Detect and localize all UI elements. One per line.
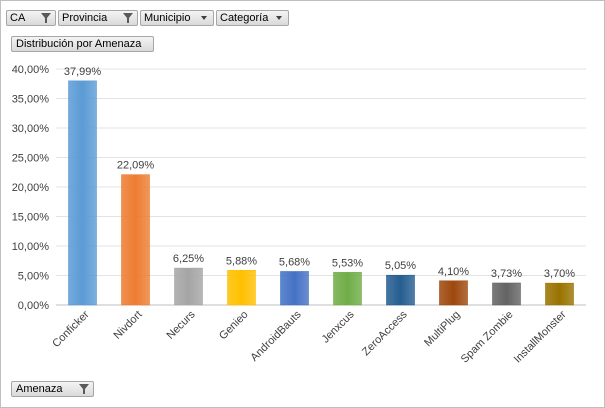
category-label: Necurs	[164, 308, 197, 341]
axis-field-amenaza[interactable]: Amenaza	[11, 381, 94, 397]
bar-nivdort	[121, 174, 150, 306]
y-tick-label: 15,00%	[12, 212, 50, 224]
bar-androidbauts	[280, 271, 309, 306]
y-axis-tick-labels: 0,00% 5,00% 10,00% 15,00% 20,00% 25,00% 30,00%…	[12, 64, 50, 312]
filter-funnel-icon[interactable]	[78, 382, 90, 396]
bars	[68, 80, 574, 306]
bar-genieo	[227, 270, 256, 306]
filter-provincia-label: Provincia	[62, 12, 108, 24]
bar-installmonster	[545, 282, 574, 306]
data-label: 3,73%	[491, 268, 522, 280]
category-label: Genieo	[217, 309, 251, 343]
data-label: 4,10%	[438, 266, 469, 278]
value-field-label: Distribución por Amenaza	[16, 38, 142, 50]
filter-funnel-icon[interactable]	[40, 11, 52, 25]
category-label: Jenxcus	[320, 308, 357, 345]
bar-necurs	[174, 267, 203, 306]
y-tick-label: 40,00%	[12, 64, 50, 76]
bar-multiplug	[439, 280, 468, 306]
y-tick-label: 20,00%	[12, 182, 50, 194]
filter-municipio[interactable]: Municipio	[140, 10, 214, 26]
y-tick-label: 0,00%	[18, 300, 49, 312]
filter-categoria-label: Categoría	[220, 12, 269, 24]
data-label: 22,09%	[117, 160, 155, 172]
data-label: 5,68%	[279, 256, 310, 268]
category-label: MultiPlug	[422, 309, 462, 349]
dropdown-arrow-icon[interactable]	[198, 11, 210, 25]
filter-provincia[interactable]: Provincia	[58, 10, 138, 26]
data-label: 6,25%	[173, 253, 204, 265]
data-labels: 37,99% 22,09% 6,25% 5,88% 5,68% 5,53% 5,05% 4,1…	[64, 66, 575, 280]
filter-funnel-icon[interactable]	[122, 11, 134, 25]
bar-zeroaccess	[386, 274, 415, 306]
bar-spam-zombie	[492, 282, 521, 306]
category-label: AndroidBauts	[248, 308, 304, 364]
data-label: 37,99%	[64, 66, 102, 78]
axis-field-label: Amenaza	[16, 383, 63, 395]
filter-categoria[interactable]: Categoría	[216, 10, 289, 26]
bar-jenxcus	[333, 272, 362, 306]
category-label: Conficker	[50, 308, 92, 350]
y-tick-label: 25,00%	[12, 153, 50, 165]
filter-ca[interactable]: CA	[6, 10, 56, 26]
y-tick-label: 30,00%	[12, 123, 50, 135]
y-tick-label: 5,00%	[18, 271, 49, 283]
value-field-button[interactable]: Distribución por Amenaza	[11, 36, 154, 52]
bar-conficker	[68, 80, 97, 306]
category-label: Nivdort	[111, 309, 144, 342]
filter-ca-label: CA	[10, 12, 26, 24]
category-label: InstallMonster	[512, 308, 569, 365]
category-label: ZeroAccess	[360, 308, 410, 358]
category-label: Spam Zombie	[459, 309, 516, 366]
y-tick-label: 10,00%	[12, 241, 50, 253]
category-labels: Conficker Nivdort Necurs GenieoAndroidBauts…	[50, 308, 569, 365]
data-label: 5,88%	[226, 255, 257, 267]
data-label: 3,70%	[544, 268, 575, 280]
data-label: 5,05%	[385, 260, 416, 272]
dropdown-arrow-icon[interactable]	[273, 11, 285, 25]
y-tick-label: 35,00%	[12, 94, 50, 106]
filter-municipio-label: Municipio	[144, 12, 191, 24]
gridlines	[56, 68, 586, 306]
data-label: 5,53%	[332, 257, 363, 269]
